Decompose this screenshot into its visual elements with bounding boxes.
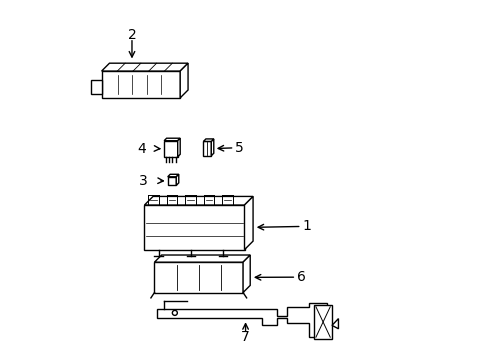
Polygon shape <box>176 174 179 185</box>
Polygon shape <box>144 197 253 205</box>
Text: 5: 5 <box>234 141 243 155</box>
Bar <box>144 205 244 249</box>
Polygon shape <box>180 63 188 98</box>
Text: 6: 6 <box>297 270 305 284</box>
Text: 3: 3 <box>139 174 148 188</box>
Polygon shape <box>157 303 326 337</box>
Polygon shape <box>154 255 250 262</box>
Polygon shape <box>331 319 338 329</box>
Polygon shape <box>211 139 213 156</box>
Text: 7: 7 <box>241 330 249 344</box>
Polygon shape <box>102 63 188 71</box>
Bar <box>164 141 177 157</box>
Bar <box>203 141 211 156</box>
Bar <box>313 305 331 339</box>
Bar <box>91 80 102 94</box>
Polygon shape <box>177 138 180 157</box>
Polygon shape <box>203 139 213 141</box>
Text: 1: 1 <box>302 220 311 233</box>
Polygon shape <box>243 255 250 293</box>
Bar <box>154 262 243 293</box>
Bar <box>102 71 180 98</box>
Polygon shape <box>167 174 179 177</box>
Bar <box>167 177 176 185</box>
Polygon shape <box>164 138 180 141</box>
Text: 4: 4 <box>137 141 146 156</box>
Text: 2: 2 <box>127 28 136 42</box>
Polygon shape <box>244 197 253 249</box>
